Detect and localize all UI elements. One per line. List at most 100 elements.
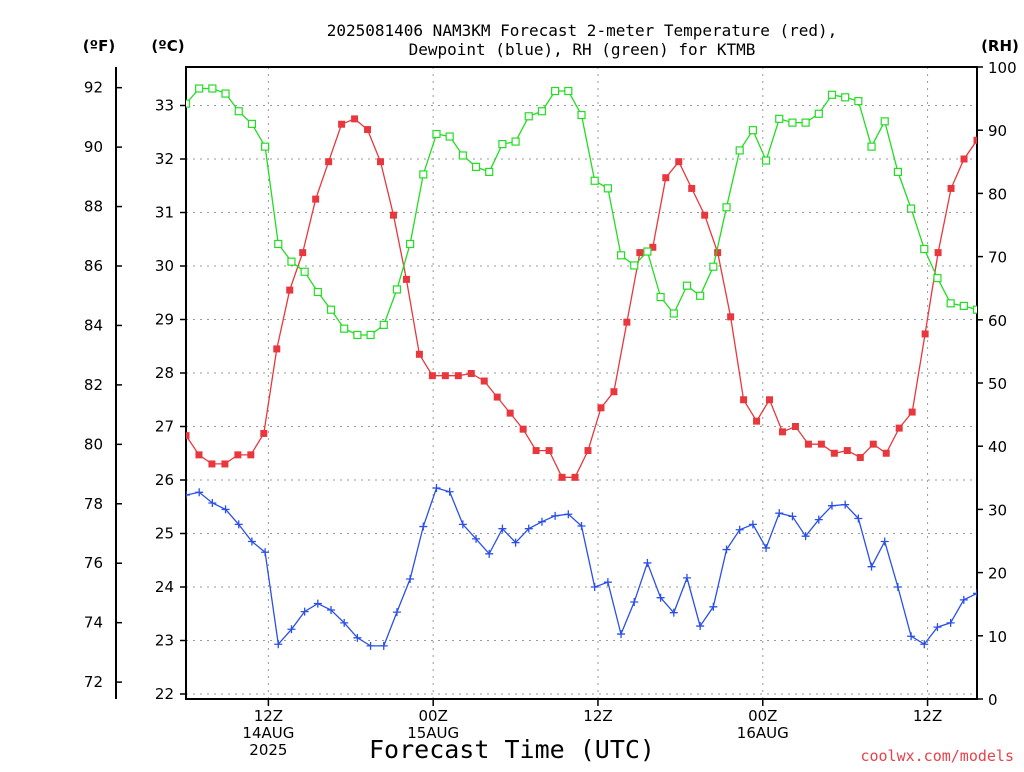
dewpoint-point <box>735 525 744 534</box>
fahrenheit-tick-label: 88 <box>84 198 103 216</box>
rh-point <box>551 86 560 96</box>
dewpoint-point <box>208 499 217 508</box>
temperature-point <box>234 451 242 459</box>
fahrenheit-tick-label: 92 <box>84 79 103 97</box>
temperature-point <box>908 408 916 416</box>
temperature-point <box>584 447 592 455</box>
temperature-point <box>921 330 929 338</box>
rh-point <box>722 203 731 212</box>
rh-point <box>195 84 204 93</box>
temperature-point <box>467 370 475 378</box>
dewpoint-point <box>564 510 573 519</box>
rh-unit-label: (RH) <box>981 37 1019 55</box>
rh-point <box>867 142 876 151</box>
rh-tick-label: 80 <box>988 185 1007 203</box>
temperature-point <box>947 184 955 192</box>
rh-point <box>801 118 810 127</box>
fahrenheit-tick-label: 86 <box>84 257 103 275</box>
rh-point <box>221 89 230 98</box>
rh-point <box>186 99 191 108</box>
temperature-point <box>273 345 281 353</box>
series-line-rh <box>186 87 977 336</box>
rh-tick-label: 30 <box>988 501 1007 519</box>
dewpoint-point <box>327 606 336 615</box>
x-tick-label: 15AUG <box>407 724 459 742</box>
dewpoint-point <box>775 509 784 518</box>
plot-frame <box>185 66 978 700</box>
dewpoint-point <box>221 505 230 514</box>
dewpoint-point <box>893 583 902 591</box>
rh-point <box>893 167 903 177</box>
dewpoint-point <box>630 597 639 606</box>
dewpoint-point <box>511 538 520 547</box>
temperature-point <box>558 473 566 481</box>
rh-point <box>682 281 692 290</box>
x-axis-label: Forecast Time (UTC) <box>369 735 655 764</box>
temperature-point <box>389 211 397 219</box>
dewpoint-point <box>946 618 955 627</box>
temperature-point <box>778 428 786 436</box>
rh-point <box>432 129 441 139</box>
dewpoint-point <box>814 515 823 524</box>
fahrenheit-tick-label: 78 <box>84 495 103 513</box>
rh-point <box>261 142 270 151</box>
dewpoint-point <box>880 537 889 546</box>
dewpoint-point <box>709 602 718 611</box>
rh-point <box>880 117 889 126</box>
temperature-point <box>506 409 514 417</box>
temperature-point <box>338 120 346 128</box>
rh-point <box>933 273 942 283</box>
dewpoint-point <box>643 558 652 567</box>
temperature-point <box>364 126 372 134</box>
rh-tick-label: 60 <box>988 312 1007 330</box>
celsius-tick-label: 24 <box>155 578 174 596</box>
rh-point <box>709 262 718 271</box>
dewpoint-point <box>274 640 283 649</box>
rh-point <box>537 107 547 116</box>
rh-point <box>630 261 639 270</box>
rh-point <box>735 146 744 155</box>
rh-point <box>406 239 415 249</box>
credit-text: coolwx.com/models <box>860 747 1014 765</box>
rh-point <box>841 93 850 102</box>
rh-point <box>920 244 929 254</box>
rh-point <box>959 301 968 310</box>
temperature-point <box>934 249 942 257</box>
rh-point <box>656 292 665 302</box>
temperature-point <box>247 451 255 459</box>
temperature-point <box>843 447 851 455</box>
fahrenheit-tick-label: 80 <box>84 435 103 453</box>
rh-point <box>287 257 296 266</box>
dewpoint-point <box>353 633 362 642</box>
temperature-point <box>571 473 579 481</box>
temperature-point <box>402 275 410 283</box>
temperature-point <box>186 432 190 440</box>
rh-point <box>590 176 599 185</box>
x-tick-label: 00Z <box>748 707 777 725</box>
celsius-tick-label: 33 <box>155 97 174 115</box>
dewpoint-point <box>419 522 428 531</box>
rh-point <box>471 162 481 171</box>
fahrenheit-tick-label: 82 <box>84 376 103 394</box>
rh-point <box>392 285 402 294</box>
temperature-point <box>623 318 631 326</box>
temperature-point <box>415 350 423 358</box>
temperature-point <box>312 195 320 203</box>
temperature-point <box>221 460 229 468</box>
x-tick-label: 12Z <box>913 707 942 725</box>
rh-point <box>643 247 652 256</box>
celsius-tick-label: 31 <box>155 204 174 222</box>
dewpoint-point <box>933 623 942 632</box>
temperature-point <box>208 460 216 468</box>
rh-point <box>775 114 784 123</box>
series-rh <box>186 84 977 340</box>
dewpoint-point <box>722 545 731 554</box>
series-temperature <box>186 115 977 481</box>
x-tick-label: 00Z <box>419 707 448 725</box>
grid-lines <box>186 67 977 699</box>
dewpoint-point <box>195 488 204 497</box>
dewpoint-point <box>577 522 586 531</box>
rh-tick-label: 10 <box>988 628 1007 646</box>
rh-point <box>366 330 375 340</box>
dewpoint-point <box>669 608 678 617</box>
